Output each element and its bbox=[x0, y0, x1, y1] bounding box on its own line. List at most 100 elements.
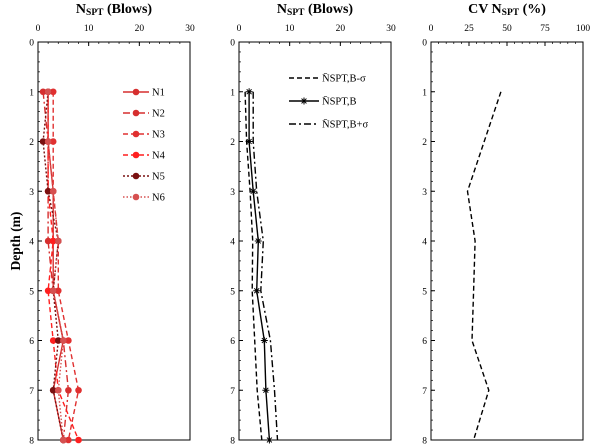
y-tick-label: 6 bbox=[422, 337, 427, 347]
data-point bbox=[44, 88, 52, 96]
y-tick-label: 8 bbox=[29, 437, 34, 447]
legend: N1 N2 N3 N4 N5 N6 bbox=[123, 88, 166, 204]
legend-marker bbox=[132, 193, 140, 201]
y-tick-label: 4 bbox=[230, 238, 235, 248]
data-point bbox=[54, 386, 62, 394]
y-axis-label: Depth (m) bbox=[8, 212, 23, 271]
data-point bbox=[253, 287, 261, 295]
data-point bbox=[75, 436, 82, 444]
data-point bbox=[65, 337, 72, 344]
x-tick-label: 100 bbox=[576, 24, 591, 34]
y-tick-label: 5 bbox=[29, 287, 34, 297]
y-tick-label: 3 bbox=[29, 188, 34, 198]
data-point bbox=[75, 386, 82, 394]
legend-marker bbox=[300, 97, 308, 105]
y-tick-label: 5 bbox=[422, 287, 427, 297]
y-tick-label: 7 bbox=[230, 387, 235, 397]
y-tick-label: 4 bbox=[29, 238, 34, 248]
series-line bbox=[42, 91, 70, 441]
series-line bbox=[244, 91, 263, 441]
data-point bbox=[39, 88, 47, 96]
panel-3: CV NSPT (%) 0 25 50 75 100 0 1 2 3 4 5 6 7 8 bbox=[422, 2, 590, 447]
y-tick-label: 7 bbox=[422, 387, 427, 397]
y-tick-label: 6 bbox=[230, 337, 235, 347]
x-tick-label: 25 bbox=[464, 24, 474, 34]
x-tick-label: 10 bbox=[84, 24, 94, 34]
legend-label: N̄SPT,B+σ bbox=[322, 119, 368, 131]
x-tick-label: 20 bbox=[336, 24, 346, 34]
legend-marker bbox=[132, 172, 140, 180]
y-tick-label: 6 bbox=[29, 337, 34, 347]
y-tick-label: 8 bbox=[422, 437, 427, 447]
series-line bbox=[47, 91, 65, 441]
x-tick-label: 10 bbox=[285, 24, 295, 34]
data-point bbox=[54, 237, 62, 245]
x-tick-label: 0 bbox=[429, 24, 434, 34]
data-point bbox=[54, 287, 62, 295]
data-point bbox=[65, 386, 72, 394]
y-tick-label: 2 bbox=[422, 138, 427, 148]
y-tick-label: 0 bbox=[422, 39, 427, 49]
data-point bbox=[54, 337, 62, 344]
x-tick-label: 30 bbox=[386, 24, 396, 34]
data-point bbox=[245, 138, 253, 145]
data-point bbox=[265, 436, 273, 444]
data-point bbox=[249, 187, 257, 195]
legend-label: N3 bbox=[152, 130, 165, 141]
data-point bbox=[60, 436, 67, 444]
series-line bbox=[466, 91, 502, 441]
x-tick-label: 50 bbox=[502, 24, 512, 34]
y-tick-label: 8 bbox=[230, 437, 235, 447]
y-tick-label: 3 bbox=[230, 188, 235, 198]
legend-marker bbox=[132, 130, 140, 138]
y-tick-label: 1 bbox=[422, 88, 427, 98]
data-point bbox=[49, 386, 57, 394]
series-line bbox=[42, 91, 64, 441]
x-tick-label: 20 bbox=[135, 24, 145, 34]
legend-label: N6 bbox=[152, 193, 165, 204]
y-tick-label: 7 bbox=[29, 387, 34, 397]
data-point bbox=[245, 88, 253, 96]
y-tick-label: 1 bbox=[29, 88, 34, 98]
chart-title: CV NSPT (%) bbox=[468, 2, 546, 18]
x-tick-label: 0 bbox=[36, 24, 41, 34]
series-1 bbox=[466, 91, 502, 441]
chart-title: NSPT (Blows) bbox=[277, 2, 354, 18]
series-line bbox=[248, 91, 271, 441]
data-point bbox=[49, 287, 57, 295]
y-tick-label: 2 bbox=[29, 138, 34, 148]
data-point bbox=[44, 187, 52, 195]
data-point bbox=[262, 386, 270, 394]
series-3 bbox=[252, 91, 279, 441]
data-point bbox=[49, 88, 57, 96]
data-point bbox=[260, 337, 268, 344]
legend-label: N̄SPT,B bbox=[322, 96, 357, 108]
legend-label: N1 bbox=[152, 88, 165, 99]
legend-label: N2 bbox=[152, 109, 165, 120]
panel-1: NSPT (Blows) 0 10 20 30 0 1 2 3 4 5 6 7 8 Depth (m) N1 N… bbox=[8, 2, 195, 447]
data-point bbox=[44, 138, 52, 145]
y-tick-label: 2 bbox=[230, 138, 235, 148]
data-point bbox=[49, 138, 57, 145]
series-1 bbox=[244, 91, 263, 441]
y-tick-label: 0 bbox=[29, 39, 34, 49]
data-point bbox=[44, 287, 52, 295]
data-point bbox=[39, 138, 47, 145]
y-tick-label: 0 bbox=[230, 39, 235, 49]
series-line bbox=[47, 91, 65, 441]
data-point bbox=[60, 337, 67, 344]
legend-label: N̄SPT,B-σ bbox=[322, 73, 366, 85]
series-2 bbox=[245, 88, 273, 444]
legend-marker bbox=[132, 151, 140, 159]
chart-title: NSPT (Blows) bbox=[76, 2, 153, 18]
legend-label: N5 bbox=[152, 172, 165, 183]
panel-2: NSPT (Blows)0 10 20 30012345678N̄SPT,B-σN̄S… bbox=[230, 2, 396, 447]
x-tick-label: 30 bbox=[185, 24, 195, 34]
legend-marker bbox=[132, 88, 140, 96]
data-point bbox=[44, 237, 52, 245]
data-point bbox=[49, 337, 57, 344]
y-tick-label: 5 bbox=[230, 287, 235, 297]
series-line bbox=[252, 91, 279, 441]
legend-marker bbox=[132, 109, 140, 117]
